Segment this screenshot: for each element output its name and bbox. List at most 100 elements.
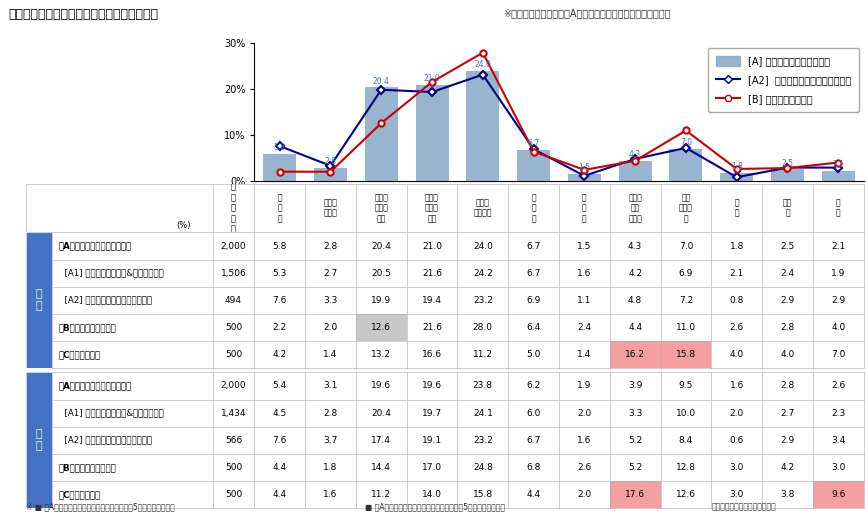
Text: [A2] 銀行カードローンのみ利用者: [A2] 銀行カードローンのみ利用者: [58, 436, 152, 445]
Text: 前
回: 前 回: [36, 429, 43, 451]
Text: 2.1: 2.1: [832, 242, 845, 251]
Text: 500: 500: [225, 350, 242, 359]
Text: 2.8: 2.8: [325, 157, 337, 166]
Text: 23.8: 23.8: [473, 381, 493, 390]
Text: 2.0: 2.0: [730, 409, 744, 418]
Text: 4.2: 4.2: [780, 463, 794, 472]
Text: 16.2: 16.2: [625, 350, 645, 359]
Text: 20.4: 20.4: [372, 409, 391, 418]
Text: 4.4: 4.4: [273, 490, 286, 499]
Text: 7.0: 7.0: [679, 242, 694, 251]
Text: 14.4: 14.4: [372, 463, 391, 472]
Text: 【B】貸金業のみ利用者: 【B】貸金業のみ利用者: [58, 463, 116, 472]
Text: 3.0: 3.0: [729, 463, 744, 472]
Text: 6.0: 6.0: [526, 409, 541, 418]
Text: 2.9: 2.9: [780, 436, 794, 445]
Text: 学
生: 学 生: [734, 198, 739, 218]
Text: 24.8: 24.8: [473, 463, 493, 472]
Text: 4.0: 4.0: [832, 323, 845, 332]
Text: 2.3: 2.3: [832, 409, 845, 418]
Text: 2.4: 2.4: [577, 323, 591, 332]
Text: 3.1: 3.1: [323, 381, 338, 390]
Text: 【各セグメントの職業別分布】（単一回答）: 【各セグメントの職業別分布】（単一回答）: [9, 8, 159, 21]
Text: (%): (%): [175, 221, 190, 230]
Bar: [822, 171, 855, 181]
Text: 3.0: 3.0: [729, 490, 744, 499]
Text: ■ 【A】銀行カードローン利用者の比率より5ポイント以上低い: ■ 【A】銀行カードローン利用者の比率より5ポイント以上低い: [365, 503, 504, 512]
Text: 11.0: 11.0: [676, 323, 696, 332]
Text: 2,000: 2,000: [220, 381, 247, 390]
Text: 4.4: 4.4: [628, 323, 642, 332]
Text: 24.0: 24.0: [473, 242, 493, 251]
Bar: [568, 174, 601, 181]
Text: 500: 500: [225, 323, 242, 332]
Text: 1.6: 1.6: [323, 490, 338, 499]
Bar: [365, 87, 398, 181]
Text: 9.5: 9.5: [679, 381, 694, 390]
Text: 10.0: 10.0: [676, 409, 696, 418]
Text: （会社
その他）: （会社 その他）: [474, 198, 492, 218]
Text: 5.0: 5.0: [526, 350, 541, 359]
Bar: [416, 85, 449, 181]
Text: 5.2: 5.2: [628, 436, 642, 445]
Text: 20.4: 20.4: [372, 242, 391, 251]
Text: 自
由
業: 自 由 業: [582, 193, 587, 223]
Text: 5.8: 5.8: [273, 242, 287, 251]
Text: 7.0: 7.0: [680, 138, 692, 147]
Text: 【基数：詳細調査対象者全員】: 【基数：詳細調査対象者全員】: [712, 503, 777, 512]
Text: 2.1: 2.1: [730, 269, 744, 278]
Text: 24.1: 24.1: [473, 409, 493, 418]
Bar: [314, 168, 347, 181]
Text: 13.2: 13.2: [372, 350, 391, 359]
Text: 19.6: 19.6: [422, 381, 442, 390]
Text: 19.7: 19.7: [422, 409, 442, 418]
Text: 1.9: 1.9: [831, 269, 845, 278]
Text: 【C】借入未経験: 【C】借入未経験: [58, 490, 101, 499]
Text: 16.6: 16.6: [422, 350, 442, 359]
Text: 2.1: 2.1: [832, 161, 845, 169]
Text: 2.5: 2.5: [780, 242, 794, 251]
Text: 21.6: 21.6: [422, 323, 442, 332]
Text: 1,506: 1,506: [220, 269, 247, 278]
Text: 1.5: 1.5: [577, 242, 592, 251]
Text: 1.6: 1.6: [577, 436, 592, 445]
Text: 2.8: 2.8: [324, 242, 338, 251]
Text: 9.6: 9.6: [831, 490, 845, 499]
Text: 3.3: 3.3: [628, 409, 642, 418]
Text: 12.8: 12.8: [676, 463, 696, 472]
Text: 2.6: 2.6: [730, 323, 744, 332]
Text: 24.0: 24.0: [475, 60, 491, 69]
Text: （専業
主夫
主婦）: （専業 主夫 主婦）: [628, 193, 642, 223]
Text: 2.6: 2.6: [832, 381, 845, 390]
Text: 28.0: 28.0: [473, 323, 493, 332]
Text: 7.6: 7.6: [273, 296, 287, 305]
Text: 1.6: 1.6: [729, 381, 744, 390]
Text: 11.2: 11.2: [473, 350, 493, 359]
Text: 6.4: 6.4: [527, 323, 541, 332]
Text: 3.9: 3.9: [628, 381, 642, 390]
Text: 21.0: 21.0: [424, 74, 440, 83]
Text: 1.8: 1.8: [729, 242, 744, 251]
Bar: [720, 173, 753, 181]
Text: 21.6: 21.6: [422, 269, 442, 278]
Text: 494: 494: [225, 296, 242, 305]
Text: ※ ■ 【A】銀行カードローン利用者の比率より5ポイント以上高い: ※ ■ 【A】銀行カードローン利用者の比率より5ポイント以上高い: [26, 503, 174, 512]
Text: 3.7: 3.7: [323, 436, 338, 445]
Bar: [619, 161, 652, 181]
Text: （会社
事務員
系）: （会社 事務員 系）: [374, 193, 388, 223]
Text: 無
職: 無 職: [836, 198, 840, 218]
Text: 【C】借入未経験: 【C】借入未経験: [58, 350, 101, 359]
Text: [A1] 銀行カードローン&貸金業利用者: [A1] 銀行カードローン&貸金業利用者: [58, 269, 163, 278]
Text: 3.4: 3.4: [832, 436, 845, 445]
Text: 2.5: 2.5: [781, 159, 793, 168]
Text: 6.8: 6.8: [526, 463, 541, 472]
Text: 3.8: 3.8: [780, 490, 795, 499]
Text: 1.4: 1.4: [324, 350, 338, 359]
Text: 19.6: 19.6: [372, 381, 391, 390]
Text: 2,000: 2,000: [220, 242, 247, 251]
Text: 公
務
員: 公 務 員: [278, 193, 282, 223]
Text: 4.0: 4.0: [730, 350, 744, 359]
Text: 0.6: 0.6: [729, 436, 744, 445]
Text: 20.5: 20.5: [372, 269, 391, 278]
Text: 23.2: 23.2: [473, 436, 493, 445]
